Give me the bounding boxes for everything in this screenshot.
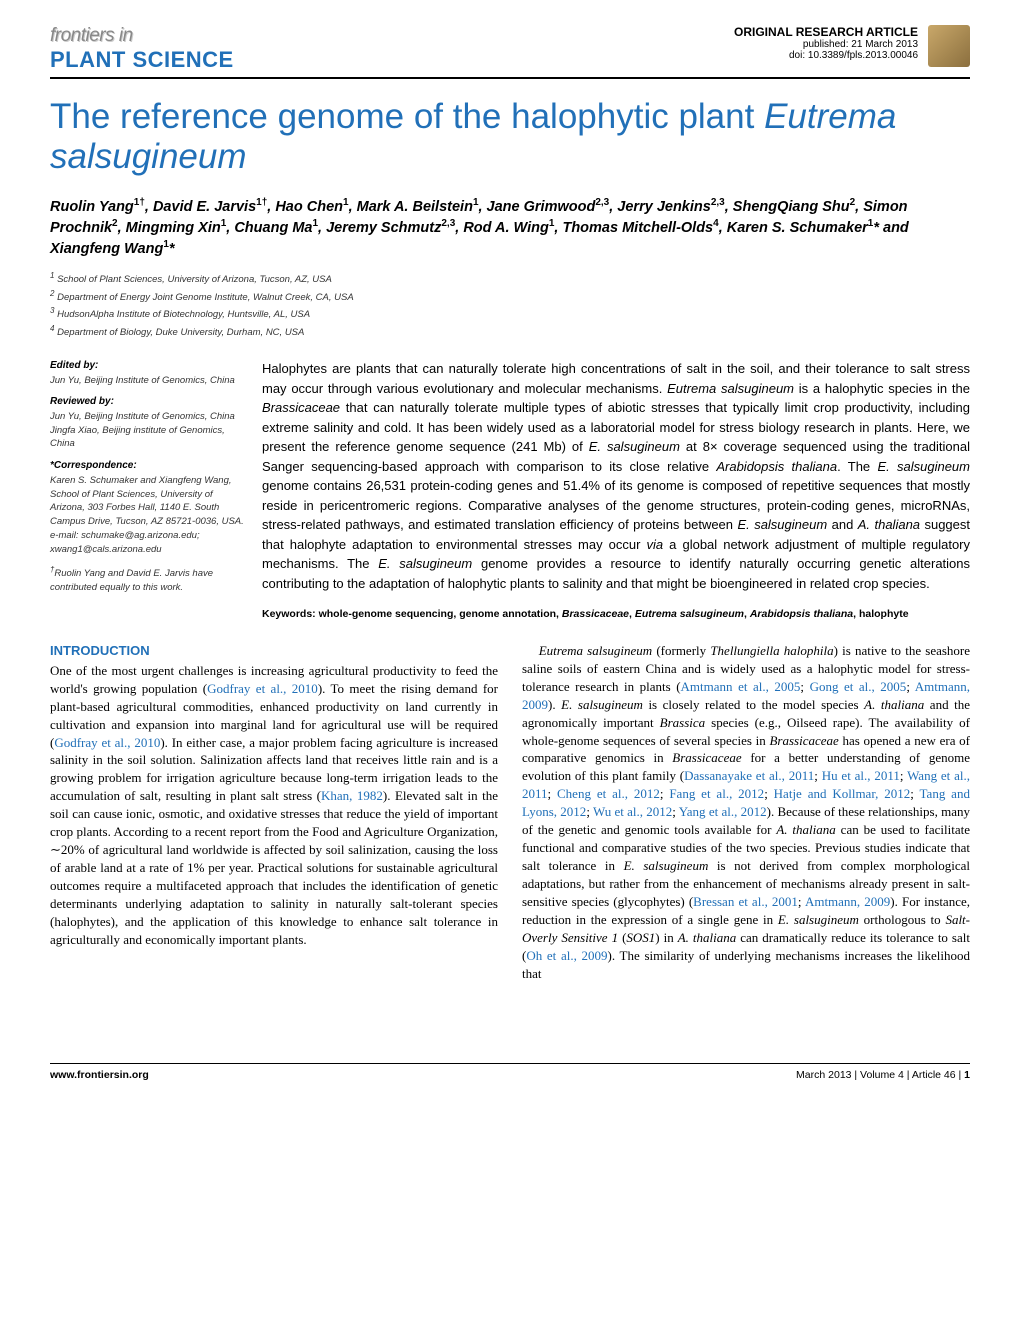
header-right-block: ORIGINAL RESEARCH ARTICLE published: 21 … <box>734 25 970 67</box>
abstract-section: Edited by: Jun Yu, Beijing Institute of … <box>50 359 970 622</box>
article-title: The reference genome of the halophytic p… <box>50 97 970 178</box>
edited-by-value: Jun Yu, Beijing Institute of Genomics, C… <box>50 374 244 388</box>
journal-bottom-line: PLANT SCIENCE <box>50 47 234 73</box>
doi-text: doi: 10.3389/fpls.2013.00046 <box>734 50 918 61</box>
header-meta: ORIGINAL RESEARCH ARTICLE published: 21 … <box>734 25 918 61</box>
correspondence-label: *Correspondence: <box>50 459 244 474</box>
reviewed-by-label: Reviewed by: <box>50 395 244 410</box>
body-columns: INTRODUCTION One of the most urgent chal… <box>50 642 970 983</box>
journal-name: frontiers in PLANT SCIENCE <box>50 25 234 73</box>
contribution-note: †Ruolin Yang and David E. Jarvis have co… <box>50 564 244 595</box>
column-right-text: Eutrema salsugineum (formerly Thellungie… <box>522 643 970 981</box>
column-left: INTRODUCTION One of the most urgent chal… <box>50 642 498 983</box>
page-header: frontiers in PLANT SCIENCE ORIGINAL RESE… <box>50 25 970 79</box>
article-type[interactable]: ORIGINAL RESEARCH ARTICLE <box>734 25 918 39</box>
affiliation-3: 3 HudsonAlpha Institute of Biotechnology… <box>50 305 970 323</box>
affiliation-1: 1 School of Plant Sciences, University o… <box>50 270 970 288</box>
introduction-heading: INTRODUCTION <box>50 642 498 660</box>
footer-citation: March 2013 | Volume 4 | Article 46 | 1 <box>796 1069 970 1081</box>
title-plain: The reference genome of the halophytic p… <box>50 97 764 136</box>
page-footer: www.frontiersin.org March 2013 | Volume … <box>50 1063 970 1081</box>
column-right: Eutrema salsugineum (formerly Thellungie… <box>522 642 970 983</box>
reviewed-by-value: Jun Yu, Beijing Institute of Genomics, C… <box>50 410 244 451</box>
edited-by-label: Edited by: <box>50 359 244 374</box>
publication-date: published: 21 March 2013 <box>734 39 918 50</box>
affiliation-2: 2 Department of Energy Joint Genome Inst… <box>50 288 970 306</box>
column-left-text: One of the most urgent challenges is inc… <box>50 663 498 947</box>
journal-top-line: frontiers in <box>50 25 234 47</box>
keywords: Keywords: whole-genome sequencing, genom… <box>262 607 970 622</box>
abstract-body: Halophytes are plants that can naturally… <box>262 359 970 593</box>
correspondence-value: Karen S. Schumaker and Xiangfeng Wang, S… <box>50 474 244 557</box>
editorial-sidebar: Edited by: Jun Yu, Beijing Institute of … <box>50 359 244 622</box>
affiliation-4: 4 Department of Biology, Duke University… <box>50 323 970 341</box>
affiliations-list: 1 School of Plant Sciences, University o… <box>50 270 970 342</box>
frontiers-logo-icon <box>928 25 970 67</box>
footer-url[interactable]: www.frontiersin.org <box>50 1069 149 1081</box>
authors-list: Ruolin Yang1†, David E. Jarvis1†, Hao Ch… <box>50 196 970 260</box>
abstract-text: Halophytes are plants that can naturally… <box>262 359 970 622</box>
